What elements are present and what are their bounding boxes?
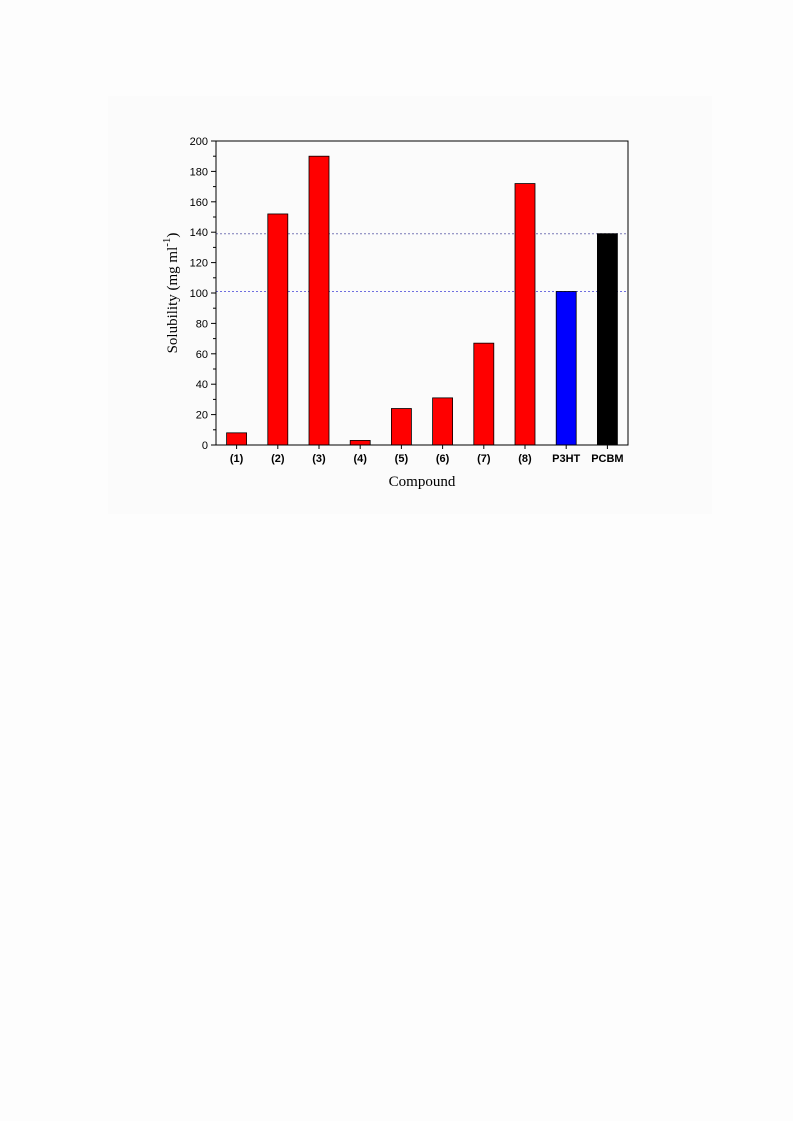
y-tick-label: 180 [190,166,208,178]
y-axis-title: Solubility (mg ml-1) [161,233,181,354]
x-tick-label: (3) [312,453,326,465]
y-tick-label: 160 [190,197,208,209]
x-tick-label: (5) [395,453,409,465]
y-tick-label: 80 [196,318,208,330]
bar [555,291,577,446]
bar [390,408,412,446]
y-tick-label: 20 [196,410,208,422]
x-tick-label: (8) [518,453,532,465]
bar [349,440,371,446]
y-tick-label: 60 [196,349,208,361]
y-tick-label: 100 [190,288,208,300]
bar [514,183,536,446]
y-tick-label: 200 [190,136,208,148]
bar [597,233,618,446]
bar [473,342,495,446]
x-tick-label: (6) [436,453,450,465]
x-tick-label: (4) [353,453,367,465]
y-tick-label: 140 [190,227,208,239]
bars-group [226,155,618,446]
y-axis: 0 20 40 60 80 100 120 140 160 180 200 [190,136,216,452]
y-axis-title-superscript: -1 [161,238,173,247]
x-tick-label: (1) [230,453,244,465]
x-tick-label: P3HT [552,453,580,465]
bar [432,397,454,446]
y-axis-title-close: ) [165,233,181,238]
y-tick-label: 120 [190,258,208,270]
y-tick-label: 40 [196,379,208,391]
x-tick-label: PCBM [591,453,623,465]
x-tick-label: (2) [271,453,285,465]
x-axis-title: Compound [389,474,456,490]
y-axis-title-main: Solubility (mg ml [165,247,181,354]
y-tick-label: 0 [202,440,208,452]
bar [226,432,248,446]
bar [308,155,330,446]
x-axis: (1) (2) (3) (4) (5) (6) (7) (8) P3HT PCBM [230,445,624,465]
bar [267,213,289,446]
x-tick-label: (7) [477,453,491,465]
